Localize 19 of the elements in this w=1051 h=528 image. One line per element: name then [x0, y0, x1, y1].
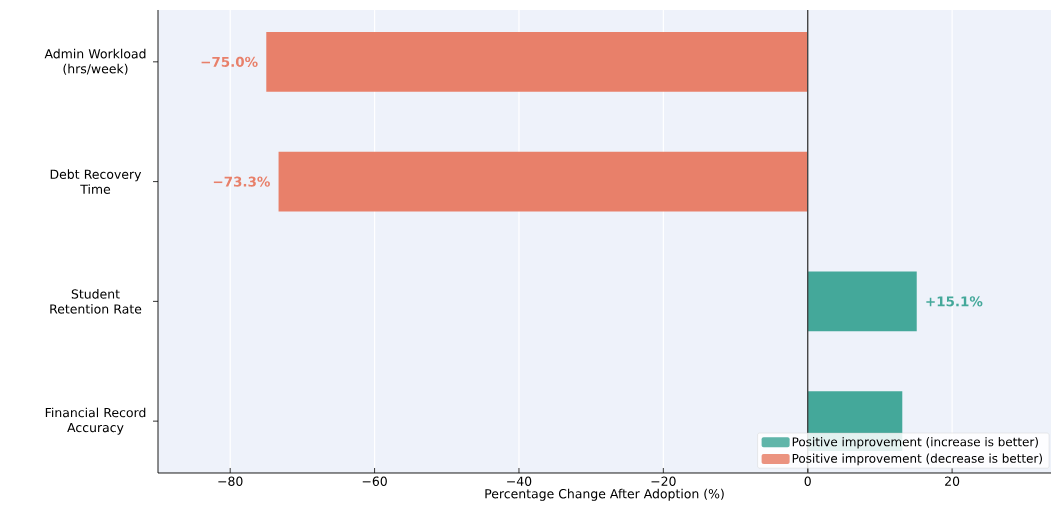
x-tick-label: −80 — [218, 476, 243, 486]
bar — [278, 151, 808, 212]
x-tick-label: 20 — [945, 476, 960, 486]
data-label: −75.0% — [201, 56, 258, 67]
legend-label: Positive improvement (decrease is better) — [792, 453, 1042, 466]
x-axis-title: Percentage Change After Adoption (%) — [485, 488, 724, 501]
x-tick-label: −20 — [651, 476, 676, 486]
y-tick-label: Debt Recovery Time — [50, 169, 142, 194]
y-tick-label: Student Retention Rate — [50, 289, 142, 314]
bar — [266, 31, 808, 92]
bar — [807, 271, 917, 332]
y-tick-label: Financial Record Accuracy — [45, 407, 146, 435]
y-tick-label: Admin Workload (hrs/week) — [44, 48, 146, 75]
x-tick-label: −60 — [362, 476, 387, 486]
legend-label: Positive improvement (increase is better) — [792, 437, 1038, 449]
x-tick-label: −40 — [507, 476, 532, 486]
data-label: +15.1% — [926, 296, 983, 307]
x-tick-label: 0 — [804, 476, 811, 486]
data-label: −73.3% — [213, 176, 270, 187]
